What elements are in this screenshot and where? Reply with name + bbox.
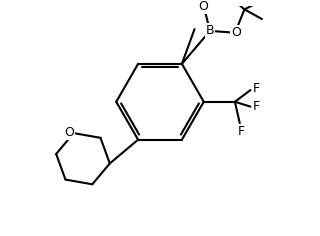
Text: F: F bbox=[238, 125, 245, 139]
Text: O: O bbox=[64, 126, 74, 139]
Text: F: F bbox=[253, 100, 260, 113]
Text: F: F bbox=[253, 82, 260, 95]
Text: B: B bbox=[206, 24, 214, 38]
Text: O: O bbox=[231, 26, 241, 39]
Text: O: O bbox=[198, 0, 208, 13]
